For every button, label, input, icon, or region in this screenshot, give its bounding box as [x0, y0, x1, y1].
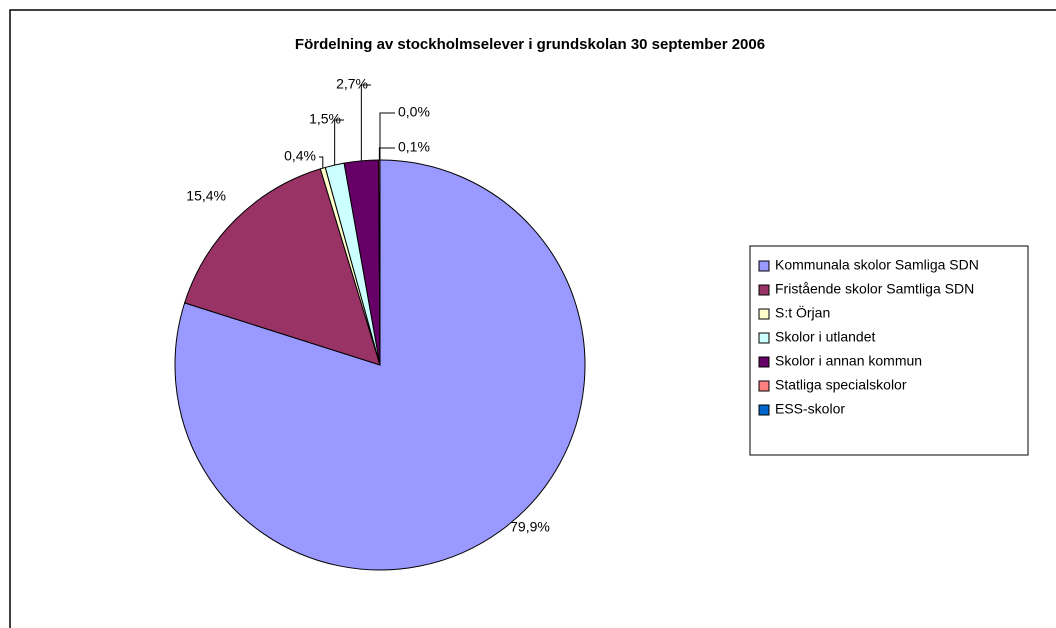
leader-line [378, 147, 395, 161]
legend-label: Statliga specialskolor [775, 377, 907, 393]
legend-swatch [758, 380, 770, 392]
legend-swatch [758, 404, 770, 416]
legend-swatch [758, 332, 770, 344]
chart-title: Fördelning av stockholmselever i grundsk… [295, 36, 765, 53]
legend-box [749, 245, 1029, 456]
pie-slice [184, 168, 381, 366]
data-label: 0,4% [284, 148, 316, 164]
leader-line [319, 156, 324, 169]
legend-label: Skolor i annan kommun [775, 353, 922, 369]
data-label: 15,4% [186, 188, 226, 204]
data-label: 2,7% [336, 76, 368, 92]
legend-swatch [758, 260, 770, 272]
legend-label: ESS-skolor [775, 401, 845, 417]
data-label: 0,1% [398, 139, 430, 155]
legend-swatch [758, 284, 770, 296]
leader-line [334, 119, 344, 166]
data-label: 1,5% [309, 111, 341, 127]
legend-swatch [758, 356, 770, 368]
legend-label: Fristående skolor Samtliga SDN [775, 281, 974, 297]
leader-line [379, 112, 395, 160]
data-label: 79,9% [510, 519, 550, 535]
legend-label: Kommunala skolor Samliga SDN [775, 257, 979, 273]
legend-swatch [758, 308, 770, 320]
leader-line [360, 84, 371, 161]
legend-label: Skolor i utlandet [775, 329, 876, 345]
data-label: 0,0% [398, 104, 430, 120]
legend-label: S:t Örjan [775, 304, 830, 321]
